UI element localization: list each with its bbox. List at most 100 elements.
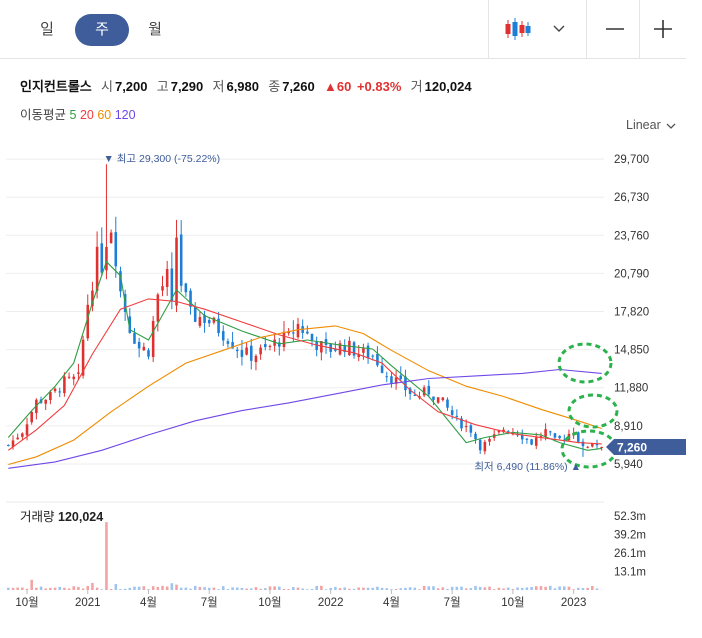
volume-bar <box>235 587 239 590</box>
candle-body <box>446 399 449 408</box>
candle-body <box>432 396 435 400</box>
price-tick-label: 5,940 <box>614 459 643 471</box>
candle-body <box>259 347 262 355</box>
volume-bar <box>474 585 477 590</box>
candle-body <box>334 348 337 351</box>
volume-bar <box>413 587 417 590</box>
volume-bar <box>264 588 267 590</box>
volume-bar <box>380 587 384 590</box>
candle-body <box>544 429 547 437</box>
volume-panel-title: 거래량 120,024 <box>20 506 103 525</box>
candle-body <box>577 432 580 442</box>
candle-body <box>343 345 346 353</box>
volume-bar <box>539 586 543 590</box>
ma-line-60 <box>8 325 602 466</box>
candle-body <box>404 376 407 391</box>
candle-body <box>296 323 300 338</box>
minus-icon[interactable] <box>598 12 632 46</box>
candle-body <box>282 331 286 347</box>
candle-body <box>114 232 118 267</box>
candle-body <box>474 433 477 440</box>
candles <box>7 164 603 457</box>
volume-bar <box>39 586 43 590</box>
candle-body <box>464 426 468 428</box>
volume-bar <box>450 586 454 590</box>
volume-bar <box>324 589 328 590</box>
candle-body <box>441 397 445 401</box>
candle-body <box>591 443 594 447</box>
volume-bar <box>170 583 174 590</box>
volume-bar <box>534 586 538 590</box>
volume-bar <box>123 588 127 590</box>
candle-body <box>49 392 52 401</box>
volume-bar <box>100 589 104 590</box>
volume-bar <box>21 587 24 590</box>
volume-bar <box>133 586 136 590</box>
candle-body <box>268 345 272 347</box>
volume-bar <box>268 586 272 590</box>
candle-body <box>292 332 295 334</box>
candle-body <box>450 410 454 415</box>
volume-bar <box>516 587 519 590</box>
candlestick-icon[interactable] <box>500 12 534 46</box>
candle-body <box>105 246 108 271</box>
candle-body <box>366 345 370 359</box>
time-tick-label: 10월 <box>258 596 281 609</box>
volume-bar <box>544 586 547 590</box>
candle-body <box>399 375 403 380</box>
close-label: 종 <box>268 79 281 94</box>
candle-body <box>226 341 230 344</box>
time-tick-label: 4월 <box>383 596 400 609</box>
volume-bar <box>156 586 160 590</box>
price-tick-label: 17,820 <box>614 307 649 319</box>
volume-bar <box>7 587 10 590</box>
candle-body <box>390 376 393 384</box>
price-badge-shape <box>606 439 686 456</box>
candle-body <box>67 376 71 378</box>
highlight-circle <box>567 393 619 429</box>
volume-bars <box>7 522 603 590</box>
divider <box>488 0 489 58</box>
volume-bar <box>212 587 216 590</box>
candle-body <box>436 397 440 403</box>
volume-bar <box>189 588 192 590</box>
candle-body <box>207 320 211 324</box>
price-axis: 29,700 26,730 23,760 20,790 17,820 14,850 11,8… <box>614 154 649 471</box>
scale-dropdown[interactable]: Linear <box>626 118 678 132</box>
ma-line-5 <box>7 260 602 451</box>
volume-bar <box>193 585 197 590</box>
candle-body <box>394 377 398 384</box>
volume-bar <box>16 587 19 590</box>
candle-body <box>497 430 501 433</box>
candle-body <box>245 347 248 355</box>
volume-bar <box>595 588 599 590</box>
plus-icon[interactable] <box>646 12 680 46</box>
tab-monthly[interactable]: 월 <box>148 21 162 38</box>
volume-label: 거 <box>410 79 423 94</box>
volume-bar <box>137 586 141 590</box>
volume-bar <box>142 586 146 590</box>
candle-body <box>128 316 132 333</box>
tab-weekly[interactable]: 주 <box>75 14 129 46</box>
tab-daily[interactable]: 일 <box>40 21 54 38</box>
volume-bar <box>128 587 132 590</box>
volume-bar <box>259 588 262 590</box>
volume-bar <box>165 586 169 590</box>
candle-body <box>530 439 533 445</box>
candle-body <box>586 446 589 448</box>
volume-bar <box>240 587 244 590</box>
candle-body <box>198 317 202 326</box>
open-value: 7,200 <box>114 79 148 94</box>
volume-bar <box>455 586 459 590</box>
chevron-down-icon[interactable] <box>548 12 570 46</box>
volume-bar <box>492 589 496 590</box>
volume-bar <box>436 588 440 590</box>
candle-body <box>362 347 365 353</box>
candle-body <box>184 283 188 293</box>
candle-body <box>21 433 24 437</box>
price-tick-label: 26,730 <box>614 192 649 204</box>
ma-5: 5 <box>69 108 77 122</box>
candle-body <box>119 271 122 292</box>
ma-line-120 <box>8 368 602 469</box>
